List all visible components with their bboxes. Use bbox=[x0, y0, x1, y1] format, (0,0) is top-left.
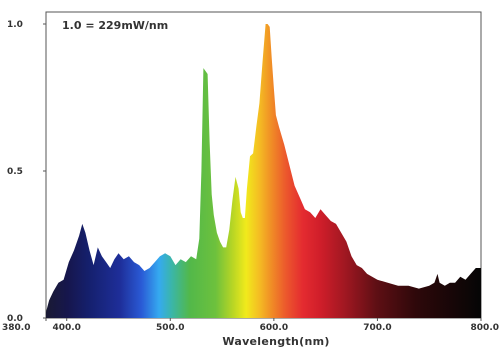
x-tick-label: 700.0 bbox=[363, 323, 391, 333]
x-tick-label: 400.0 bbox=[52, 323, 80, 333]
x-axis-ticks: 380.0 400.0 500.0 600.0 700.0 800.0 bbox=[2, 318, 499, 333]
x-tick-label: 600.0 bbox=[260, 323, 288, 333]
scale-annotation: 1.0 = 229mW/nm bbox=[62, 19, 168, 32]
spectrum-area bbox=[46, 24, 481, 318]
x-axis-title: Wavelength(nm) bbox=[222, 335, 329, 348]
y-tick-label: 0.0 bbox=[7, 314, 23, 324]
y-tick-label: 1.0 bbox=[7, 20, 23, 30]
y-axis-ticks: 0.0 0.5 1.0 bbox=[7, 20, 46, 324]
y-tick-label: 0.5 bbox=[7, 167, 23, 177]
x-tick-label: 500.0 bbox=[156, 323, 184, 333]
x-tick-label: 800.0 bbox=[471, 323, 499, 333]
x-tick-label: 380.0 bbox=[2, 323, 30, 333]
